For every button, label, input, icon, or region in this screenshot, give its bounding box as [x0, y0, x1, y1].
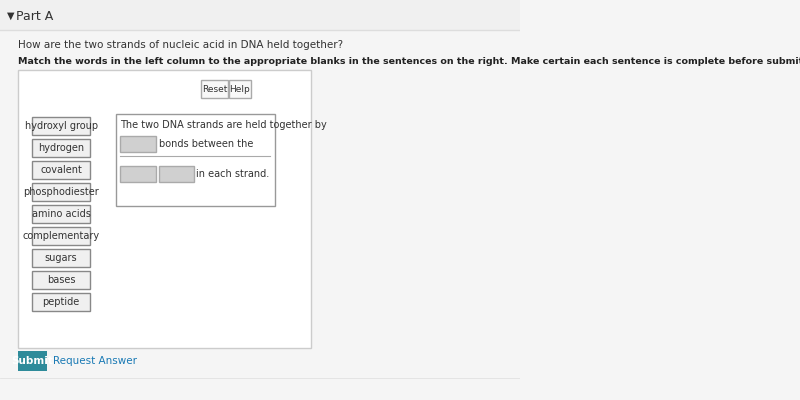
Text: hydrogen: hydrogen — [38, 143, 84, 153]
Text: hydroxyl group: hydroxyl group — [25, 121, 98, 131]
FancyBboxPatch shape — [18, 351, 47, 371]
FancyBboxPatch shape — [18, 70, 310, 348]
Text: complementary: complementary — [22, 231, 100, 241]
Text: How are the two strands of nucleic acid in DNA held together?: How are the two strands of nucleic acid … — [18, 40, 343, 50]
Text: Submit: Submit — [11, 356, 54, 366]
Text: Help: Help — [230, 84, 250, 94]
FancyBboxPatch shape — [32, 293, 90, 311]
FancyBboxPatch shape — [116, 114, 275, 206]
FancyBboxPatch shape — [32, 161, 90, 179]
Text: sugars: sugars — [45, 253, 78, 263]
FancyBboxPatch shape — [120, 136, 156, 152]
Text: Reset: Reset — [202, 84, 227, 94]
FancyBboxPatch shape — [32, 249, 90, 267]
FancyBboxPatch shape — [120, 166, 156, 182]
Text: in each strand.: in each strand. — [196, 169, 270, 179]
FancyBboxPatch shape — [32, 139, 90, 157]
FancyBboxPatch shape — [32, 227, 90, 245]
Text: covalent: covalent — [40, 165, 82, 175]
FancyBboxPatch shape — [32, 183, 90, 201]
FancyBboxPatch shape — [201, 80, 228, 98]
Text: amino acids: amino acids — [32, 209, 90, 219]
FancyBboxPatch shape — [0, 0, 520, 30]
Text: ▼: ▼ — [6, 11, 14, 21]
FancyBboxPatch shape — [32, 117, 90, 135]
FancyBboxPatch shape — [229, 80, 251, 98]
Text: Match the words in the left column to the appropriate blanks in the sentences on: Match the words in the left column to th… — [18, 58, 800, 66]
Text: Request Answer: Request Answer — [54, 356, 138, 366]
Text: Part A: Part A — [15, 10, 53, 22]
FancyBboxPatch shape — [158, 166, 194, 182]
FancyBboxPatch shape — [32, 271, 90, 289]
Text: bases: bases — [47, 275, 75, 285]
Text: The two DNA strands are held together by: The two DNA strands are held together by — [120, 120, 327, 130]
Text: peptide: peptide — [42, 297, 80, 307]
Text: phosphodiester: phosphodiester — [23, 187, 99, 197]
Text: bonds between the: bonds between the — [158, 139, 253, 149]
FancyBboxPatch shape — [32, 205, 90, 223]
